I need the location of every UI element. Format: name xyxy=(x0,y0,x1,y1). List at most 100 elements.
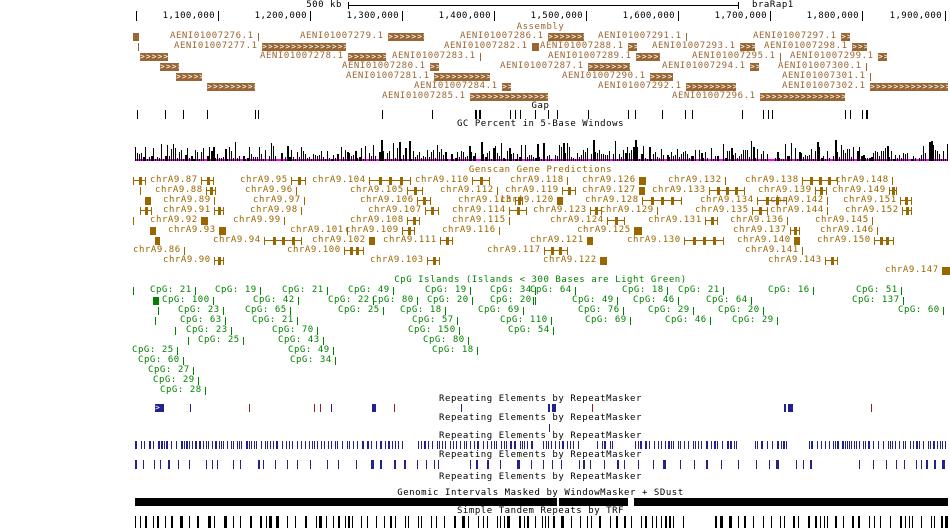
assembly-contig-label[interactable]: AENI01007284.1 xyxy=(414,81,498,91)
genscan-gene[interactable] xyxy=(872,217,873,225)
genscan-gene[interactable] xyxy=(433,257,436,265)
genscan-gene[interactable] xyxy=(515,197,516,205)
genscan-gene[interactable] xyxy=(567,177,568,185)
repeat-tick[interactable] xyxy=(548,404,550,412)
repeat-tick[interactable] xyxy=(427,441,429,449)
trf-repeat-tick[interactable] xyxy=(478,516,479,528)
repeat-tick[interactable] xyxy=(158,441,160,449)
repeat-tick[interactable] xyxy=(816,441,818,449)
gap-tick[interactable] xyxy=(685,110,686,119)
genscan-gene-label[interactable]: chrA9.104 xyxy=(312,175,366,185)
repeat-tick[interactable] xyxy=(552,460,554,469)
cpg-island-tick[interactable] xyxy=(457,317,458,325)
repeat-tick[interactable] xyxy=(596,441,598,449)
genscan-gene[interactable] xyxy=(595,207,598,215)
repeat-tick[interactable] xyxy=(559,441,561,449)
genscan-gene[interactable] xyxy=(911,207,912,215)
trf-repeat-tick[interactable] xyxy=(444,516,445,528)
trf-repeat-tick[interactable] xyxy=(652,516,653,528)
genscan-gene[interactable] xyxy=(446,237,449,245)
genscan-gene[interactable] xyxy=(717,217,718,225)
gap-tick[interactable] xyxy=(850,110,851,119)
repeat-tick[interactable] xyxy=(153,441,154,449)
genscan-gene[interactable] xyxy=(766,197,769,205)
trf-repeat-tick[interactable] xyxy=(157,516,159,528)
cpg-island-label[interactable]: CpG: 70 xyxy=(272,325,314,335)
genscan-gene[interactable] xyxy=(480,177,483,185)
repeat-tick[interactable] xyxy=(521,441,523,449)
genscan-gene-label[interactable]: chrA9.144 xyxy=(770,205,824,215)
trf-repeat-tick[interactable] xyxy=(770,516,772,528)
genscan-gene[interactable] xyxy=(723,237,724,245)
genscan-gene[interactable] xyxy=(896,187,897,195)
repeat-tick[interactable] xyxy=(212,441,213,449)
genscan-gene-label[interactable]: chrA9.115 xyxy=(452,215,506,225)
trf-repeat-tick[interactable] xyxy=(743,516,746,528)
genscan-gene[interactable] xyxy=(264,237,265,245)
genscan-gene[interactable] xyxy=(291,177,292,185)
repeat-tick[interactable] xyxy=(562,441,565,449)
assembly-contig-label[interactable]: AENI01007278.1 xyxy=(260,51,344,61)
genscan-gene[interactable] xyxy=(757,197,758,205)
repeat-tick[interactable] xyxy=(184,441,185,449)
repeat-tick[interactable] xyxy=(237,441,238,449)
genscan-gene[interactable] xyxy=(601,207,602,215)
trf-repeat-tick[interactable] xyxy=(135,516,136,528)
assembly-contig-label[interactable]: AENI01007279.1 xyxy=(300,31,384,41)
repeat-tick[interactable] xyxy=(314,404,315,412)
repeat-tick[interactable] xyxy=(473,441,475,449)
repeat-tick[interactable] xyxy=(256,441,257,449)
cpg-island-label[interactable]: CpG: 51 xyxy=(856,285,898,295)
assembly-contig-label[interactable]: AENI01007288.1 xyxy=(540,41,624,51)
assembly-contig[interactable]: >> xyxy=(750,63,759,71)
genscan-gene-label[interactable]: chrA9.114 xyxy=(452,205,506,215)
genscan-gene[interactable] xyxy=(900,197,901,205)
genscan-gene[interactable] xyxy=(518,197,521,205)
gap-tick[interactable] xyxy=(768,110,769,119)
repeat-tick[interactable] xyxy=(548,441,550,449)
repeat-tick[interactable] xyxy=(161,441,163,449)
genscan-gene-label[interactable]: chrA9.88 xyxy=(155,185,203,195)
genscan-gene[interactable] xyxy=(703,237,706,245)
genscan-gene[interactable] xyxy=(344,247,345,255)
genscan-gene[interactable] xyxy=(905,197,908,205)
genscan-gene[interactable] xyxy=(419,217,420,225)
genscan-gene[interactable] xyxy=(693,237,696,245)
genscan-gene[interactable] xyxy=(145,177,146,185)
genscan-gene[interactable] xyxy=(892,187,895,195)
repeat-tick[interactable] xyxy=(505,441,507,449)
genscan-gene[interactable] xyxy=(356,247,359,255)
assembly-contig[interactable] xyxy=(532,43,539,51)
cpg-island-tick[interactable] xyxy=(223,307,224,315)
repeat-tick[interactable] xyxy=(523,441,525,449)
repeat-tick[interactable] xyxy=(160,460,161,469)
genscan-gene[interactable] xyxy=(767,207,768,215)
repeat-tick[interactable] xyxy=(270,441,271,449)
genscan-gene[interactable] xyxy=(431,207,434,215)
repeat-tick[interactable] xyxy=(684,441,686,449)
gap-tick[interactable] xyxy=(548,110,549,119)
genscan-gene-label[interactable]: chrA9.94 xyxy=(213,235,261,245)
cpg-island-tick[interactable] xyxy=(551,317,552,325)
genscan-gene-label[interactable]: chrA9.129 xyxy=(600,205,654,215)
repeat-tick[interactable] xyxy=(678,441,680,449)
repeat-tick[interactable] xyxy=(417,441,419,449)
repeat-tick[interactable] xyxy=(645,441,648,449)
trf-repeat-tick[interactable] xyxy=(497,516,498,528)
assembly-contig[interactable]: >>>>>> xyxy=(140,53,168,61)
repeat-tick[interactable] xyxy=(513,441,516,449)
repeat-tick[interactable] xyxy=(362,441,364,449)
genscan-gene[interactable] xyxy=(892,177,893,185)
genscan-gene-label[interactable]: chrA9.135 xyxy=(695,205,749,215)
trf-repeat-tick[interactable] xyxy=(933,516,935,528)
genscan-gene-label[interactable]: chrA9.152 xyxy=(845,205,899,215)
genscan-gene[interactable] xyxy=(296,187,297,195)
trf-repeat-tick[interactable] xyxy=(728,516,732,528)
genscan-gene-label[interactable]: chrA9.127 xyxy=(582,185,636,195)
genscan-gene[interactable] xyxy=(705,217,706,225)
repeat-tick[interactable] xyxy=(192,441,193,449)
genscan-gene[interactable] xyxy=(810,177,813,185)
trf-repeat-tick[interactable] xyxy=(920,516,922,528)
repeat-tick[interactable] xyxy=(844,441,846,449)
cpg-island-tick[interactable] xyxy=(373,297,374,305)
